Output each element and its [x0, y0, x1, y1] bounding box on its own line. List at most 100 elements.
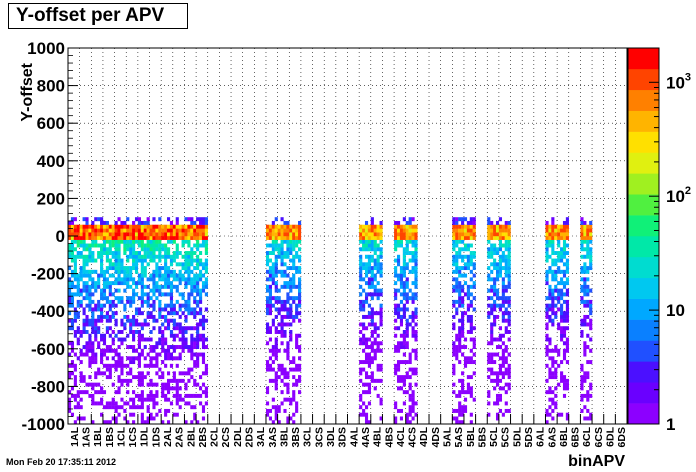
heatmap-cell	[490, 232, 494, 237]
heatmap-cell	[204, 224, 208, 229]
heatmap-cell	[120, 397, 124, 402]
heatmap-cell	[123, 251, 127, 255]
heatmap-cell	[545, 254, 549, 259]
heatmap-cell	[452, 299, 456, 304]
heatmap-cell	[466, 262, 470, 267]
heatmap-cell	[405, 220, 409, 225]
heatmap-cell	[472, 251, 476, 255]
heatmap-cell	[580, 318, 584, 323]
heatmap-cell	[114, 266, 118, 271]
heatmap-cell	[507, 266, 511, 271]
heatmap-cell	[283, 239, 287, 244]
heatmap-cell	[493, 243, 497, 248]
y-axis-title: Y-offset	[19, 62, 36, 121]
heatmap-cell	[271, 420, 275, 425]
heatmap-cell	[277, 254, 281, 259]
heatmap-cell	[472, 266, 476, 271]
heatmap-cell	[268, 307, 272, 312]
heatmap-cell	[129, 243, 133, 248]
heatmap-cell	[283, 236, 287, 240]
heatmap-cell	[143, 236, 147, 240]
heatmap-cell	[463, 217, 468, 222]
heatmap-cell	[155, 254, 159, 259]
heatmap-cell	[155, 390, 159, 395]
heatmap-cell	[414, 243, 418, 248]
heatmap-cell	[562, 378, 567, 383]
heatmap-cell	[589, 386, 593, 391]
heatmap-cell	[277, 224, 281, 229]
heatmap-cell	[166, 371, 171, 376]
heatmap-cell	[111, 236, 115, 240]
heatmap-cell	[268, 228, 272, 233]
heatmap-cell	[394, 311, 398, 316]
heatmap-cell	[370, 258, 374, 263]
heatmap-cell	[452, 352, 456, 357]
heatmap-cell	[114, 416, 118, 421]
heatmap-cell	[461, 345, 465, 349]
heatmap-cell	[551, 258, 555, 263]
heatmap-cell	[461, 224, 465, 229]
heatmap-cell	[295, 232, 299, 237]
heatmap-cell	[68, 284, 72, 289]
heatmap-cell	[364, 405, 369, 410]
heatmap-cell	[548, 337, 552, 342]
heatmap-cell	[560, 307, 564, 312]
heatmap-cell	[408, 382, 412, 387]
heatmap-cell	[149, 393, 153, 398]
heatmap-cell	[545, 345, 549, 349]
heatmap-cell	[280, 341, 284, 346]
heatmap-cell	[88, 228, 92, 233]
heatmap-cell	[472, 397, 476, 402]
heatmap-cell	[181, 348, 185, 353]
heatmap-cell	[394, 288, 398, 293]
heatmap-cell	[283, 330, 287, 334]
heatmap-cell	[70, 345, 75, 349]
heatmap-cell	[472, 284, 476, 289]
heatmap-cell	[187, 251, 191, 255]
heatmap-cell	[97, 307, 101, 312]
heatmap-cell	[117, 356, 121, 361]
heatmap-cell	[373, 322, 377, 327]
heatmap-cell	[376, 341, 380, 346]
heatmap-cell	[367, 243, 371, 248]
heatmap-cell	[117, 330, 121, 334]
heatmap-cell	[134, 375, 139, 380]
heatmap-cell	[196, 311, 200, 316]
heatmap-cell	[172, 318, 176, 323]
heatmap-cell	[137, 220, 141, 225]
heatmap-cell	[283, 220, 287, 225]
heatmap-cell	[70, 247, 75, 252]
heatmap-cell	[169, 232, 174, 237]
heatmap-cell	[140, 236, 144, 240]
heatmap-cell	[458, 318, 462, 323]
heatmap-cell	[108, 326, 112, 331]
heatmap-cell	[164, 393, 168, 398]
heatmap-cell	[140, 303, 144, 308]
heatmap-cell	[94, 382, 98, 387]
heatmap-cell	[132, 405, 136, 410]
heatmap-cell	[79, 352, 83, 357]
heatmap-cell	[123, 273, 127, 278]
heatmap-cell	[70, 236, 75, 240]
heatmap-cell	[364, 228, 369, 233]
heatmap-cell	[105, 326, 109, 331]
heatmap-cell	[137, 405, 141, 410]
heatmap-cell	[265, 322, 270, 327]
heatmap-cell	[394, 307, 398, 312]
heatmap-cell	[501, 386, 505, 391]
heatmap-cell	[158, 284, 162, 289]
heatmap-cell	[108, 292, 112, 297]
heatmap-cell	[91, 326, 95, 331]
heatmap-cell	[283, 273, 287, 278]
heatmap-cell	[498, 232, 503, 237]
heatmap-cell	[70, 220, 75, 225]
heatmap-cell	[379, 314, 383, 319]
heatmap-cell	[105, 232, 109, 237]
heatmap-cell	[414, 281, 418, 286]
heatmap-cell	[184, 314, 188, 319]
heatmap-cell	[166, 273, 171, 278]
heatmap-cell	[399, 266, 404, 271]
heatmap-cell	[100, 224, 104, 229]
heatmap-cell	[129, 371, 133, 376]
heatmap-cell	[286, 390, 290, 395]
